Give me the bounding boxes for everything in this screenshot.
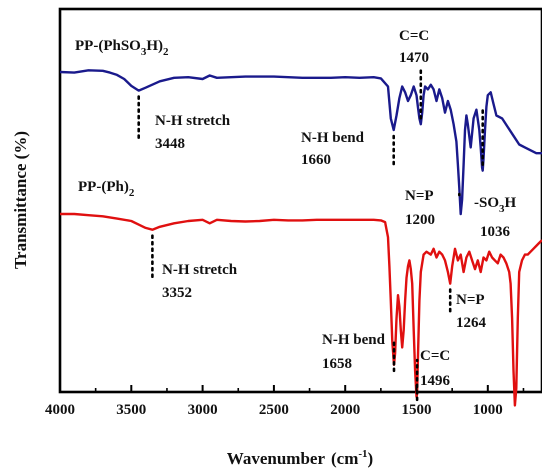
annotation-text: C=C: [420, 348, 450, 364]
annotation-nh-stretch-3352: N-H stretch 3352: [162, 262, 238, 301]
series-line-pp-phso3h2: [59, 69, 542, 216]
annotation-text: N-H stretch: [155, 113, 231, 129]
x-axis-ticks: 4000 3500 3000 2500 2000 1500 1000: [45, 385, 525, 418]
x-tick-label: 4000: [45, 402, 75, 418]
annotation-text: -SO3H: [474, 195, 517, 215]
annotation-value: 1264: [456, 315, 487, 331]
annotation-nh-stretch-3448: N-H stretch 3448: [155, 113, 231, 152]
x-axis-title: Wavenumber (cm-1): [227, 448, 373, 468]
annotation-nh-bend-1660: N-H bend 1660: [301, 130, 365, 168]
annotation-text: C=C: [399, 28, 429, 44]
annotation-text: N=P: [405, 188, 434, 204]
annotation-value: 1660: [301, 152, 331, 168]
series-layer: [59, 69, 542, 407]
annotation-value: 1496: [420, 373, 451, 389]
x-tick-label: 2000: [330, 402, 360, 418]
series-line-pp-ph2: [60, 212, 542, 407]
annotation-value: 3448: [155, 136, 185, 152]
annotation-text: N-H bend: [301, 130, 365, 146]
annotation-value: 1470: [399, 50, 429, 66]
annotation-value: 1200: [405, 212, 435, 228]
annotation-value: 1036: [480, 224, 511, 240]
x-tick-label: 1500: [402, 402, 432, 418]
annotation-text: N=P: [456, 292, 485, 308]
annotation-value: 1658: [322, 356, 352, 372]
plot-frame: [58, 7, 542, 394]
x-tick-label: 1000: [473, 402, 503, 418]
y-axis-title: Transmittance (%): [11, 131, 30, 269]
annotation-np-1200: N=P 1200: [405, 188, 435, 228]
series-label-pp-ph2: PP-(Ph)2: [78, 179, 135, 199]
x-tick-label: 3000: [188, 402, 218, 418]
annotation-nh-bend-1658: N-H bend 1658: [322, 332, 386, 372]
annotation-so3h-1036: -SO3H 1036: [474, 195, 517, 240]
x-tick-label: 2500: [259, 402, 289, 418]
x-tick-label: 3500: [116, 402, 146, 418]
annotation-markers: [137, 68, 485, 402]
annotation-np-1264: N=P 1264: [456, 292, 487, 331]
annotation-cc-1496: C=C 1496: [420, 348, 451, 389]
annotation-cc-1470: C=C 1470: [399, 28, 429, 66]
annotation-text: N-H bend: [322, 332, 386, 348]
annotation-text: N-H stretch: [162, 262, 238, 278]
series-label-pp-phso3h2: PP-(PhSO3H)2: [75, 38, 169, 58]
annotation-value: 3352: [162, 285, 192, 301]
plot-area: [58, 7, 542, 394]
